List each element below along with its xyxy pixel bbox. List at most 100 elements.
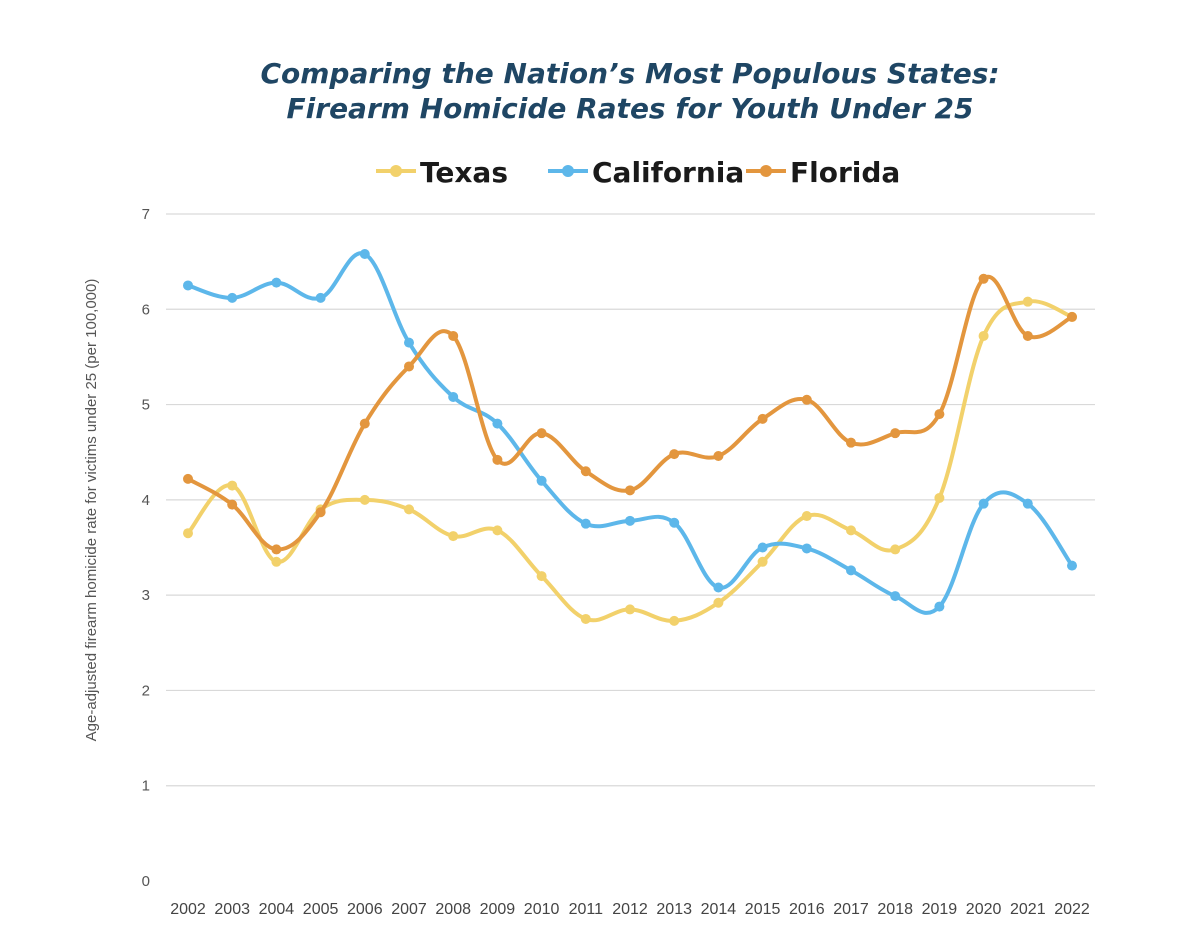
legend-swatch-dot xyxy=(562,165,574,177)
data-point-california xyxy=(978,498,989,509)
chart-title-line-2: Firearm Homicide Rates for Youth Under 2… xyxy=(287,92,974,125)
x-tick-label: 2014 xyxy=(701,901,737,918)
y-tick-label: 2 xyxy=(142,682,150,699)
data-point-texas xyxy=(536,571,547,582)
data-point-texas xyxy=(359,494,370,505)
x-tick-label: 2005 xyxy=(303,901,339,918)
data-point-texas xyxy=(801,511,812,522)
data-point-california xyxy=(934,601,945,612)
x-tick-label: 2003 xyxy=(214,901,250,918)
data-point-california xyxy=(846,565,856,576)
data-point-texas xyxy=(625,604,635,615)
x-tick-label: 2016 xyxy=(789,901,825,918)
data-point-florida xyxy=(713,451,724,462)
data-point-california xyxy=(183,280,193,291)
data-point-florida xyxy=(227,499,238,510)
x-tick-label: 2012 xyxy=(612,901,648,918)
data-point-florida xyxy=(315,507,326,518)
data-point-california xyxy=(448,391,459,402)
data-point-florida xyxy=(669,449,680,460)
data-point-texas xyxy=(890,544,901,555)
data-point-california xyxy=(669,517,680,528)
series-texas xyxy=(183,296,1077,626)
x-axis-ticks: 2002 2003 2004 2005 2006 2007 2008 2009 2010 2011… xyxy=(170,901,1090,918)
data-point-florida xyxy=(801,394,812,405)
x-tick-label: 2015 xyxy=(745,901,781,918)
x-tick-label: 2022 xyxy=(1054,901,1090,918)
legend-swatch-dot xyxy=(760,165,772,177)
data-point-california xyxy=(1067,560,1077,571)
data-point-florida xyxy=(359,418,370,429)
x-tick-label: 2004 xyxy=(259,901,295,918)
data-point-texas xyxy=(934,492,945,503)
data-point-california xyxy=(801,543,812,554)
data-point-florida xyxy=(536,428,547,439)
data-point-california xyxy=(713,582,724,593)
x-tick-label: 2013 xyxy=(656,901,692,918)
data-point-california xyxy=(1022,498,1033,509)
data-point-florida xyxy=(1067,311,1077,322)
gridlines xyxy=(166,213,1095,787)
data-point-california xyxy=(757,542,768,553)
data-point-california xyxy=(492,418,503,429)
data-point-florida xyxy=(580,466,591,477)
data-point-california xyxy=(580,518,591,529)
x-tick-label: 2021 xyxy=(1010,901,1046,918)
x-tick-label: 2006 xyxy=(347,901,383,918)
y-tick-label: 5 xyxy=(142,397,150,414)
data-point-florida xyxy=(492,454,503,465)
data-point-texas xyxy=(978,330,989,341)
data-point-texas xyxy=(846,525,856,536)
series-florida xyxy=(183,273,1077,555)
data-point-florida xyxy=(404,361,414,372)
data-point-texas xyxy=(183,528,193,539)
data-point-texas xyxy=(492,525,503,536)
data-point-california xyxy=(625,515,635,526)
data-point-texas xyxy=(757,556,768,567)
x-tick-label: 2010 xyxy=(524,901,560,918)
data-point-texas xyxy=(271,556,282,567)
data-point-texas xyxy=(1022,296,1033,307)
legend-label-california: California xyxy=(592,156,744,189)
y-tick-label: 6 xyxy=(142,301,150,318)
data-point-florida xyxy=(448,330,459,341)
data-point-california xyxy=(404,337,414,348)
data-point-texas xyxy=(580,613,591,624)
series-california xyxy=(183,249,1077,615)
legend: Texas California Florida xyxy=(376,156,900,189)
y-tick-label: 7 xyxy=(142,206,150,223)
x-tick-label: 2020 xyxy=(966,901,1002,918)
data-point-california xyxy=(536,475,547,486)
series-line-texas xyxy=(186,299,1074,623)
x-tick-label: 2018 xyxy=(877,901,913,918)
series-group xyxy=(183,249,1077,626)
legend-swatch-dot xyxy=(390,165,402,177)
x-tick-label: 2007 xyxy=(391,901,427,918)
legend-label-texas: Texas xyxy=(420,156,508,189)
data-point-florida xyxy=(978,273,989,284)
y-tick-label: 0 xyxy=(142,873,150,890)
x-tick-label: 2017 xyxy=(833,901,869,918)
data-point-florida xyxy=(757,413,768,424)
data-point-california xyxy=(315,292,326,303)
data-point-california xyxy=(271,277,282,288)
data-point-california xyxy=(359,249,370,260)
y-tick-label: 1 xyxy=(142,778,150,795)
legend-label-florida: Florida xyxy=(790,156,900,189)
legend-item-california: California xyxy=(548,156,744,189)
legend-item-texas: Texas xyxy=(376,156,508,189)
data-point-florida xyxy=(625,485,635,496)
data-point-texas xyxy=(404,504,414,515)
series-line-california xyxy=(186,251,1074,615)
data-point-florida xyxy=(271,544,282,555)
data-point-florida xyxy=(846,437,856,448)
data-point-florida xyxy=(934,409,945,420)
data-point-florida xyxy=(183,473,193,484)
data-point-texas xyxy=(227,480,238,491)
y-axis-label: Age-adjusted firearm homicide rate for v… xyxy=(83,279,100,742)
chart-title-line-1: Comparing the Nation’s Most Populous Sta… xyxy=(260,57,999,90)
data-point-california xyxy=(227,292,238,303)
y-tick-label: 4 xyxy=(142,492,150,509)
x-tick-label: 2011 xyxy=(569,901,604,918)
